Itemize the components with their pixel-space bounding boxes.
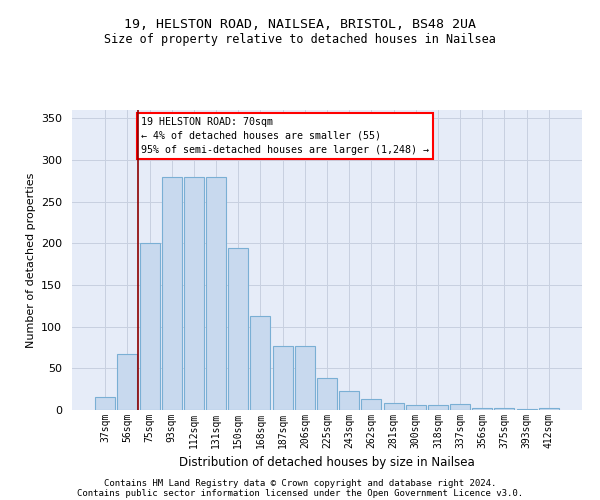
Bar	[272, 346, 293, 410]
Bar	[228, 248, 248, 410]
Bar	[406, 405, 426, 410]
Bar	[450, 404, 470, 410]
Y-axis label: Number of detached properties: Number of detached properties	[26, 172, 35, 348]
Bar	[140, 244, 160, 410]
Text: 19 HELSTON ROAD: 70sqm
← 4% of detached houses are smaller (55)
95% of semi-deta: 19 HELSTON ROAD: 70sqm ← 4% of detached …	[140, 116, 428, 154]
Bar	[118, 354, 137, 410]
Bar	[361, 399, 382, 410]
Bar	[295, 346, 315, 410]
Bar	[184, 176, 204, 410]
Bar	[339, 391, 359, 410]
Bar	[95, 396, 115, 410]
Bar	[494, 408, 514, 410]
Bar	[383, 402, 404, 410]
Bar	[250, 316, 271, 410]
Bar	[428, 405, 448, 410]
Bar	[206, 176, 226, 410]
Bar	[472, 408, 492, 410]
Bar	[517, 409, 536, 410]
Bar	[162, 176, 182, 410]
X-axis label: Distribution of detached houses by size in Nailsea: Distribution of detached houses by size …	[179, 456, 475, 469]
Bar	[539, 408, 559, 410]
Bar	[317, 378, 337, 410]
Text: Contains HM Land Registry data © Crown copyright and database right 2024.: Contains HM Land Registry data © Crown c…	[104, 478, 496, 488]
Text: Size of property relative to detached houses in Nailsea: Size of property relative to detached ho…	[104, 32, 496, 46]
Text: 19, HELSTON ROAD, NAILSEA, BRISTOL, BS48 2UA: 19, HELSTON ROAD, NAILSEA, BRISTOL, BS48…	[124, 18, 476, 30]
Text: Contains public sector information licensed under the Open Government Licence v3: Contains public sector information licen…	[77, 488, 523, 498]
